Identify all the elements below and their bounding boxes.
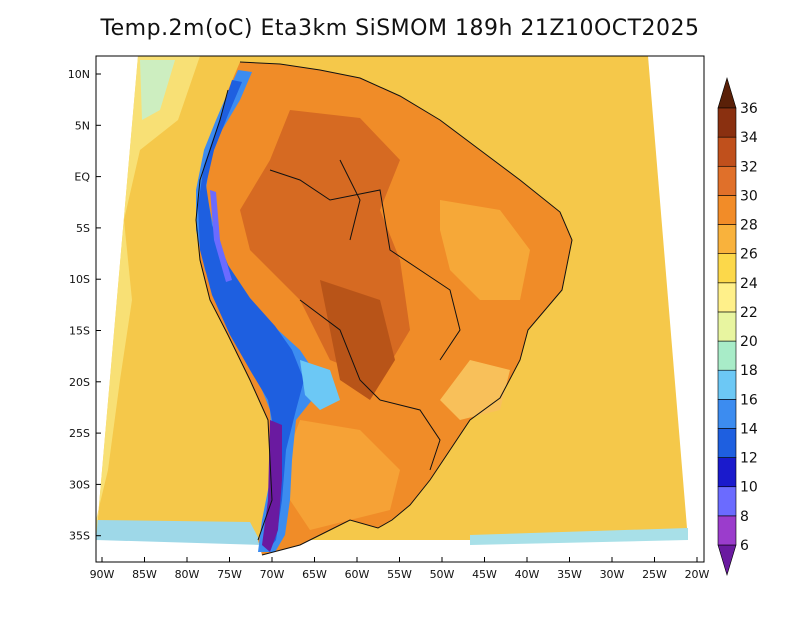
colorbar-level-label: 30 — [740, 188, 758, 204]
lat-tick-label: 20S — [69, 376, 90, 389]
southern-cone-region — [285, 420, 400, 530]
colorbar-level-label: 20 — [740, 334, 758, 350]
colorbar-swatch — [717, 282, 737, 313]
colorbar-level-label: 28 — [740, 218, 758, 234]
lon-tick-label: 60W — [345, 568, 370, 581]
lon-tick-label: 75W — [217, 568, 242, 581]
colorbar-swatch — [717, 136, 737, 167]
map-domain — [95, 55, 705, 563]
lat-tick-label: 5N — [75, 119, 90, 132]
lon-tick-label: 25W — [642, 568, 667, 581]
lon-tick-label: 65W — [302, 568, 327, 581]
colorbar-level-label: 14 — [740, 421, 758, 437]
lon-tick-label: 20W — [685, 568, 710, 581]
colorbar-swatch — [717, 107, 737, 138]
lon-tick-label: 90W — [90, 568, 115, 581]
lon-tick-label: 45W — [472, 568, 497, 581]
temperature-colorbar: 6 8 10 12 14 16 18 20 22 24 26 28 30 32 34 36 — [717, 76, 758, 577]
southern-ocean-cool-band — [96, 520, 262, 545]
colorbar-swatch — [717, 195, 737, 225]
colorbar-level-label: 34 — [740, 130, 758, 146]
colorbar-level-label: 36 — [740, 101, 758, 117]
colorbar-swatch — [717, 486, 737, 517]
lon-tick-label: 70W — [260, 568, 285, 581]
colorbar-swatch — [717, 399, 737, 429]
colorbar-level-label: 32 — [740, 159, 758, 175]
colorbar-level-label: 24 — [740, 276, 758, 292]
lon-tick-label: 80W — [175, 568, 200, 581]
colorbar-swatch — [717, 457, 737, 488]
lat-tick-label: 15S — [69, 325, 90, 338]
colorbar-swatch — [717, 311, 737, 342]
lat-tick-label: EQ — [74, 171, 90, 184]
colorbar-top-arrow — [717, 76, 737, 109]
colorbar-swatch — [717, 253, 737, 284]
colorbar-level-label: 8 — [740, 509, 749, 525]
lon-tick-label: 85W — [132, 568, 157, 581]
lat-tick-label: 10S — [69, 273, 90, 286]
lat-tick-label: 30S — [69, 478, 90, 491]
lon-tick-label: 35W — [557, 568, 582, 581]
country-borders — [195, 61, 573, 556]
colorbar-swatch — [717, 369, 737, 400]
colorbar-level-label: 6 — [740, 538, 749, 554]
lat-tick-label: 10N — [68, 68, 90, 81]
northeast-brazil-mild — [440, 200, 530, 300]
lon-tick-label: 55W — [387, 568, 412, 581]
lat-tick-label: 25S — [69, 427, 90, 440]
colorbar-level-label: 26 — [740, 247, 758, 263]
colorbar-swatch — [717, 515, 737, 546]
colorbar-level-label: 22 — [740, 305, 758, 321]
colorbar-swatch — [717, 340, 737, 371]
colorbar-swatch — [717, 428, 737, 458]
lat-tick-label: 5S — [76, 222, 90, 235]
latitude-axis: 10N 5N EQ 5S 10S 15S 20S 25S 30S 35S — [68, 68, 101, 543]
lon-tick-label: 40W — [515, 568, 540, 581]
map-title: Temp.2m(oC) Eta3km SiSMOM 189h 21Z10OCT2… — [100, 16, 700, 41]
longitude-axis: 90W 85W 80W 75W 70W 65W 60W 55W 50W 45W 40W 35W 30W 2… — [90, 557, 710, 581]
colorbar-level-label: 12 — [740, 451, 758, 467]
colorbar-level-label: 10 — [740, 480, 758, 496]
lat-tick-label: 35S — [69, 530, 90, 543]
colorbar-level-label: 16 — [740, 392, 758, 408]
lon-tick-label: 30W — [600, 568, 625, 581]
lon-tick-label: 50W — [430, 568, 455, 581]
colorbar-bottom-arrow — [717, 544, 737, 577]
colorbar-level-label: 18 — [740, 363, 758, 379]
colorbar-swatch — [717, 224, 737, 254]
colorbar-swatch — [717, 165, 737, 196]
